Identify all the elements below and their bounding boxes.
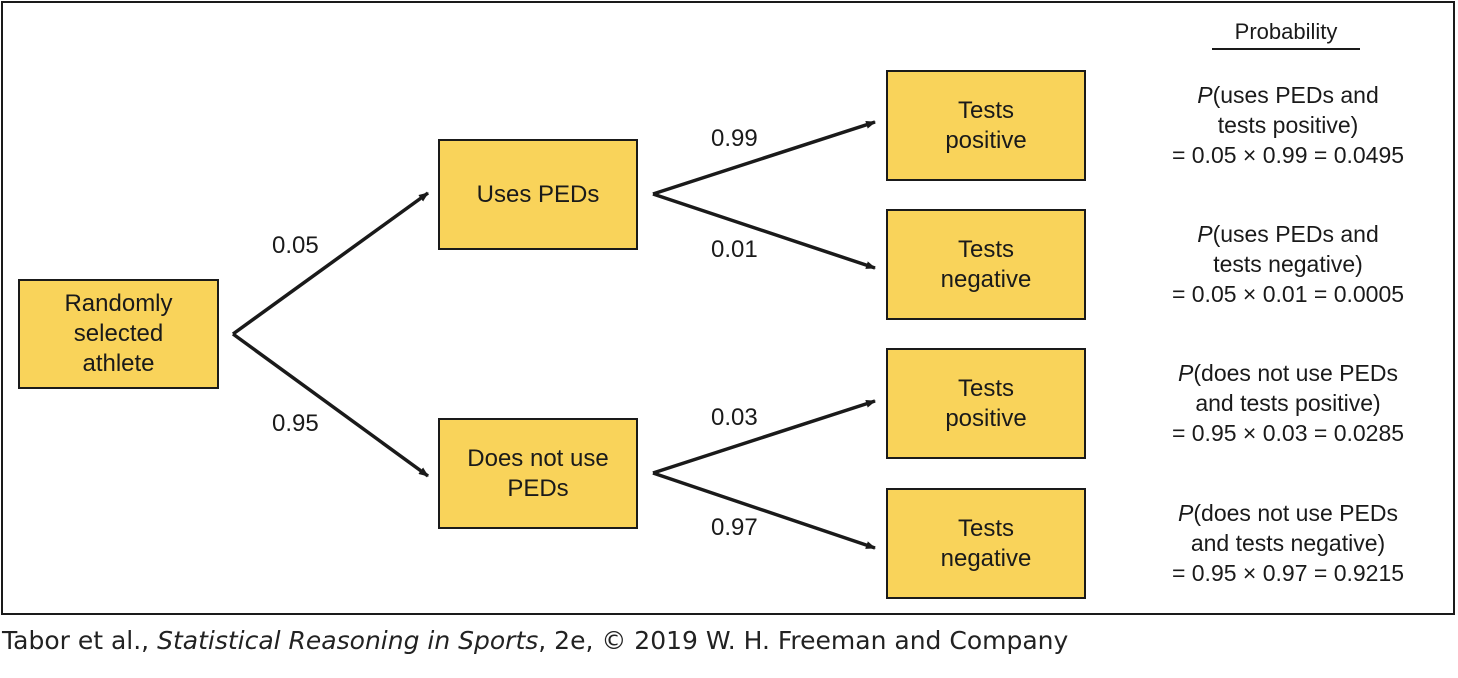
prob-symbol: P <box>1197 82 1213 108</box>
prob-line1: (does not use PEDs <box>1193 360 1398 386</box>
node-randomly-selected-athlete: Randomly selected athlete <box>18 279 219 389</box>
prob-line2: tests positive) <box>1217 112 1359 138</box>
node-line: Tests <box>957 514 1014 542</box>
node-tests-negative-1: Tests negative <box>886 209 1086 320</box>
node-tests-positive-1: Tests positive <box>886 70 1086 181</box>
node-line: Does not use <box>467 444 609 472</box>
node-line: negative <box>940 544 1032 572</box>
diagram-frame <box>1 1 1455 615</box>
node-line: negative <box>940 265 1032 293</box>
prob-line3: = 0.05 × 0.99 = 0.0495 <box>1171 142 1405 168</box>
prob-symbol: P <box>1178 500 1194 526</box>
prob-line3: = 0.95 × 0.03 = 0.0285 <box>1171 420 1405 446</box>
prob-line1: (uses PEDs and <box>1212 221 1379 247</box>
branch-root-to-not-uses <box>231 332 430 478</box>
probability-item-3: P(does not use PEDs and tests positive) … <box>1120 358 1456 448</box>
branch-not-uses-to-positive <box>652 399 876 475</box>
node-line: Tests <box>957 235 1014 263</box>
branch-uses-to-negative <box>652 192 876 270</box>
prob-line1: (does not use PEDs <box>1193 500 1398 526</box>
prob-line3: = 0.05 × 0.01 = 0.0005 <box>1171 281 1405 307</box>
node-tests-positive-2: Tests positive <box>886 348 1086 459</box>
edge-label-root-not-uses: 0.95 <box>272 410 319 437</box>
node-line: selected <box>73 320 164 347</box>
node-uses-peds: Uses PEDs <box>438 139 638 250</box>
probability-item-2: P(uses PEDs and tests negative) = 0.05 ×… <box>1120 219 1456 309</box>
edge-label-not-uses-negative: 0.97 <box>711 514 758 541</box>
branch-root-to-uses <box>231 191 430 336</box>
prob-symbol: P <box>1197 221 1213 247</box>
source-credit: Tabor et al., Statistical Reasoning in S… <box>2 624 1068 658</box>
edge-label-root-uses: 0.05 <box>272 232 319 259</box>
node-line: Uses PEDs <box>476 180 600 208</box>
probability-item-4: P(does not use PEDs and tests negative) … <box>1120 498 1456 588</box>
node-line: Tests <box>957 96 1014 124</box>
branch-not-uses-to-negative <box>652 471 876 550</box>
node-tests-negative-2: Tests negative <box>886 488 1086 599</box>
prob-line2: tests negative) <box>1213 251 1363 277</box>
node-line: positive <box>945 126 1027 154</box>
prob-line1: (uses PEDs and <box>1212 82 1379 108</box>
credit-publisher: , 2e, © 2019 W. H. Freeman and Company <box>538 626 1069 655</box>
credit-book-title: Statistical Reasoning in Sports <box>157 626 539 655</box>
node-does-not-use-peds: Does not use PEDs <box>438 418 638 529</box>
edge-label-not-uses-positive: 0.03 <box>711 404 758 431</box>
probability-header: Probability <box>1212 18 1360 50</box>
edge-label-uses-negative: 0.01 <box>711 236 758 263</box>
prob-line2: and tests positive) <box>1195 390 1381 416</box>
prob-line3: = 0.95 × 0.97 = 0.9215 <box>1171 560 1405 586</box>
probability-item-1: P(uses PEDs and tests positive) = 0.05 ×… <box>1120 80 1456 170</box>
prob-line2: and tests negative) <box>1190 530 1386 556</box>
node-line: PEDs <box>507 474 569 502</box>
branch-uses-to-positive <box>652 120 876 196</box>
node-line: Randomly <box>64 290 173 317</box>
edge-label-uses-positive: 0.99 <box>711 125 758 152</box>
node-line: positive <box>945 404 1027 432</box>
credit-authors: Tabor et al., <box>2 626 158 655</box>
prob-symbol: P <box>1178 360 1194 386</box>
node-line: athlete <box>82 350 155 377</box>
node-line: Tests <box>957 374 1014 402</box>
